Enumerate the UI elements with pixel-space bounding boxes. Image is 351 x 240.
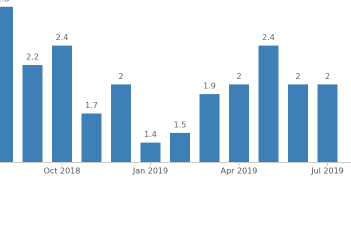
bar: [199, 94, 220, 162]
bar: [288, 84, 308, 162]
value-label: 2: [325, 72, 330, 81]
bar: [52, 45, 72, 162]
bar: [81, 113, 102, 162]
value-label: 1.4: [144, 130, 157, 139]
x-tick-label: Jul 2019: [310, 167, 344, 176]
value-label: 2.4: [56, 33, 69, 42]
bar: [0, 6, 13, 162]
x-tick-label: Jan 2019: [132, 167, 168, 176]
value-label: 1.7: [85, 101, 98, 110]
value-label: 1.9: [203, 82, 216, 91]
value-label: 2: [295, 72, 300, 81]
bar: [258, 45, 279, 162]
x-tick-label: Oct 2018: [44, 167, 81, 176]
bar: [111, 84, 131, 162]
value-label: 2: [118, 72, 123, 81]
value-label: 1.5: [174, 120, 187, 129]
value-label: 2.4: [262, 33, 275, 42]
bar: [170, 132, 190, 162]
bar: [317, 84, 338, 162]
page: 2.8 2.2 2.4 Oct 2018 1.7 2 1.4 Jan 2019 1.5 1.9 2 A…: [0, 0, 351, 176]
x-tick-label: Apr 2019: [221, 167, 258, 176]
value-label: 2: [236, 72, 241, 81]
bar: [229, 84, 249, 162]
bar: [140, 142, 161, 162]
value-label: 2.2: [26, 52, 39, 61]
bar: [22, 64, 43, 162]
chart: 2.8 2.2 2.4 Oct 2018 1.7 2 1.4 Jan 2019 1.5 1.9 2 A…: [0, 0, 351, 176]
value-label: 2.8: [0, 0, 9, 3]
